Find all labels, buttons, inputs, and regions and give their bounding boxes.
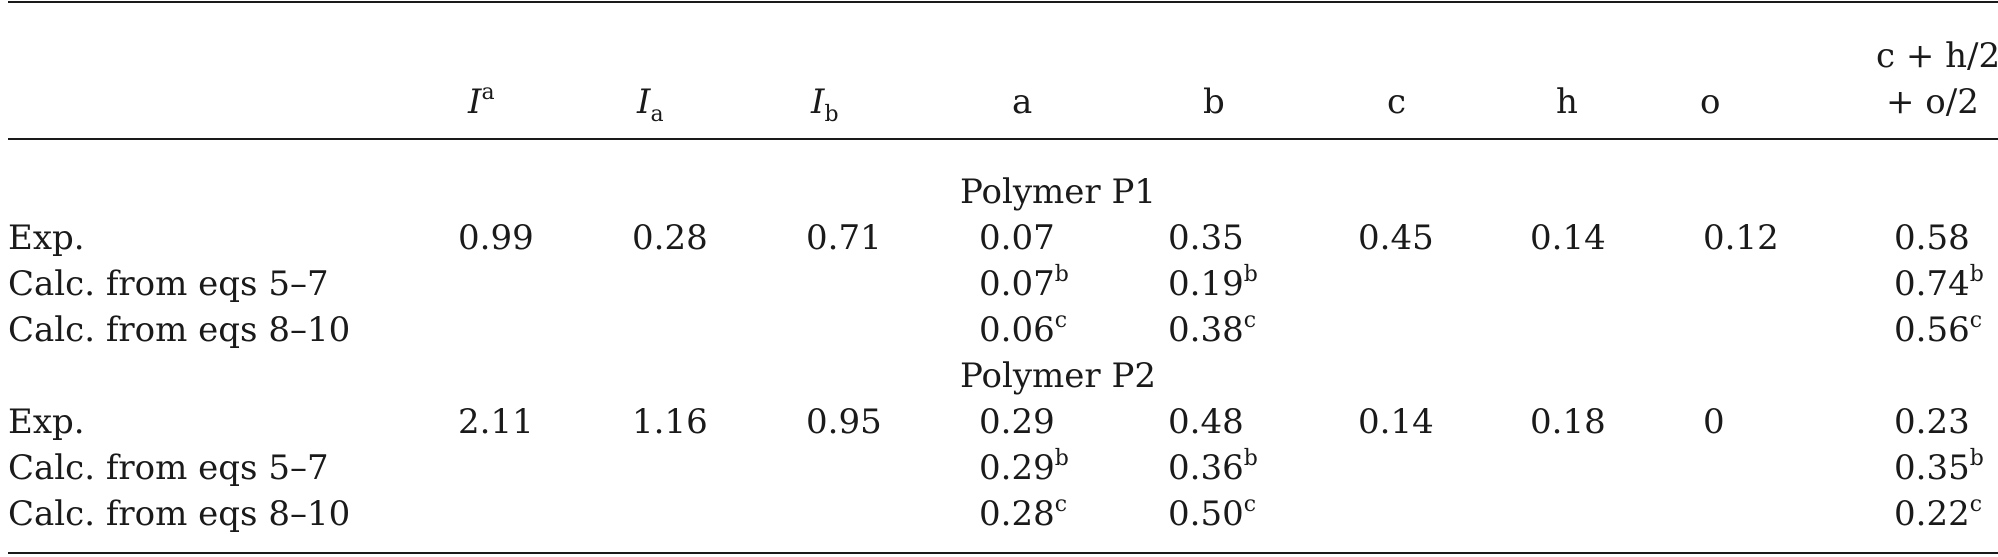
cell-I: 2.11 bbox=[458, 402, 534, 442]
cell-a: 0.07 bbox=[979, 218, 1055, 258]
header-Ia-symbol: I bbox=[637, 82, 651, 122]
header-I-sup: a bbox=[481, 80, 495, 105]
cell-b-value: 0.19 bbox=[1168, 264, 1244, 304]
cell-a: 0.28c bbox=[979, 492, 1068, 535]
cell-b: 0.36b bbox=[1168, 446, 1258, 489]
cell-b: 0.50c bbox=[1168, 492, 1257, 535]
table-header-rule bbox=[8, 138, 1998, 140]
cell-last: 0.23 bbox=[1894, 402, 1970, 442]
header-c: c bbox=[1387, 82, 1407, 122]
header-o: o bbox=[1700, 82, 1721, 122]
cell-last-footnote: b bbox=[1969, 446, 1984, 471]
header-last-line2: + o/2 bbox=[1886, 82, 1979, 122]
cell-a-value: 0.29 bbox=[979, 448, 1055, 488]
cell-last-footnote: c bbox=[1969, 492, 1983, 517]
header-h: h bbox=[1556, 82, 1578, 122]
header-I-symbol: I bbox=[468, 82, 482, 122]
cell-a-value: 0.06 bbox=[979, 310, 1055, 350]
cell-b-value: 0.50 bbox=[1168, 494, 1244, 534]
cell-last: 0.56c bbox=[1894, 308, 1983, 351]
cell-last-footnote: b bbox=[1969, 262, 1984, 287]
cell-Ib: 0.71 bbox=[806, 218, 882, 258]
cell-last-value: 0.23 bbox=[1894, 402, 1970, 442]
cell-a-footnote: b bbox=[1054, 262, 1069, 287]
cell-last: 0.35b bbox=[1894, 446, 1984, 489]
header-Ib-sub: b bbox=[824, 102, 839, 127]
cell-last: 0.74b bbox=[1894, 262, 1984, 305]
table-top-rule bbox=[8, 1, 1998, 3]
row-label: Calc. from eqs 5–7 bbox=[8, 264, 329, 304]
cell-Ia: 0.28 bbox=[632, 218, 708, 258]
cell-last-value: 0.56 bbox=[1894, 310, 1970, 350]
cell-a-footnote: c bbox=[1054, 492, 1068, 517]
header-last-line1: c + h/2 bbox=[1876, 36, 1998, 76]
cell-h: 0.18 bbox=[1530, 402, 1606, 442]
cell-a: 0.06c bbox=[979, 308, 1068, 351]
header-a: a bbox=[1012, 82, 1033, 122]
section-title: Polymer P2 bbox=[960, 356, 1156, 396]
cell-a-value: 0.28 bbox=[979, 494, 1055, 534]
cell-b-footnote: b bbox=[1243, 446, 1258, 471]
header-b: b bbox=[1203, 82, 1225, 122]
cell-b-footnote: c bbox=[1243, 308, 1257, 333]
header-Ia-sub: a bbox=[650, 102, 664, 127]
table-bottom-rule bbox=[8, 552, 1998, 554]
cell-last: 0.58 bbox=[1894, 218, 1970, 258]
section-title: Polymer P1 bbox=[960, 172, 1156, 212]
cell-b: 0.35 bbox=[1168, 218, 1244, 258]
cell-b: 0.48 bbox=[1168, 402, 1244, 442]
cell-b-value: 0.38 bbox=[1168, 310, 1244, 350]
cell-a: 0.29 bbox=[979, 402, 1055, 442]
cell-b-value: 0.48 bbox=[1168, 402, 1244, 442]
row-label: Calc. from eqs 8–10 bbox=[8, 494, 351, 534]
cell-last-value: 0.58 bbox=[1894, 218, 1970, 258]
cell-o: 0 bbox=[1703, 402, 1725, 442]
cell-last-footnote: c bbox=[1969, 308, 1983, 333]
cell-h: 0.14 bbox=[1530, 218, 1606, 258]
cell-c: 0.14 bbox=[1358, 402, 1434, 442]
header-I: Ia bbox=[468, 80, 495, 123]
cell-b-value: 0.35 bbox=[1168, 218, 1244, 258]
cell-o: 0.12 bbox=[1703, 218, 1779, 258]
cell-a-footnote: c bbox=[1054, 308, 1068, 333]
cell-b: 0.19b bbox=[1168, 262, 1258, 305]
cell-last: 0.22c bbox=[1894, 492, 1983, 535]
cell-a-footnote: b bbox=[1054, 446, 1069, 471]
cell-I: 0.99 bbox=[458, 218, 534, 258]
header-Ib: Ib bbox=[811, 82, 839, 126]
cell-a-value: 0.07 bbox=[979, 264, 1055, 304]
cell-b-footnote: c bbox=[1243, 492, 1257, 517]
cell-c: 0.45 bbox=[1358, 218, 1434, 258]
cell-last-value: 0.35 bbox=[1894, 448, 1970, 488]
cell-last-value: 0.22 bbox=[1894, 494, 1970, 534]
cell-b: 0.38c bbox=[1168, 308, 1257, 351]
cell-a: 0.07b bbox=[979, 262, 1069, 305]
cell-a: 0.29b bbox=[979, 446, 1069, 489]
row-label: Calc. from eqs 8–10 bbox=[8, 310, 351, 350]
header-Ia: Ia bbox=[637, 82, 664, 126]
row-label: Exp. bbox=[8, 218, 85, 258]
cell-a-value: 0.29 bbox=[979, 402, 1055, 442]
row-label: Exp. bbox=[8, 402, 85, 442]
cell-b-footnote: b bbox=[1243, 262, 1258, 287]
cell-b-value: 0.36 bbox=[1168, 448, 1244, 488]
cell-Ia: 1.16 bbox=[632, 402, 708, 442]
cell-a-value: 0.07 bbox=[979, 218, 1055, 258]
cell-Ib: 0.95 bbox=[806, 402, 882, 442]
header-Ib-symbol: I bbox=[811, 82, 825, 122]
cell-last-value: 0.74 bbox=[1894, 264, 1970, 304]
row-label: Calc. from eqs 5–7 bbox=[8, 448, 329, 488]
